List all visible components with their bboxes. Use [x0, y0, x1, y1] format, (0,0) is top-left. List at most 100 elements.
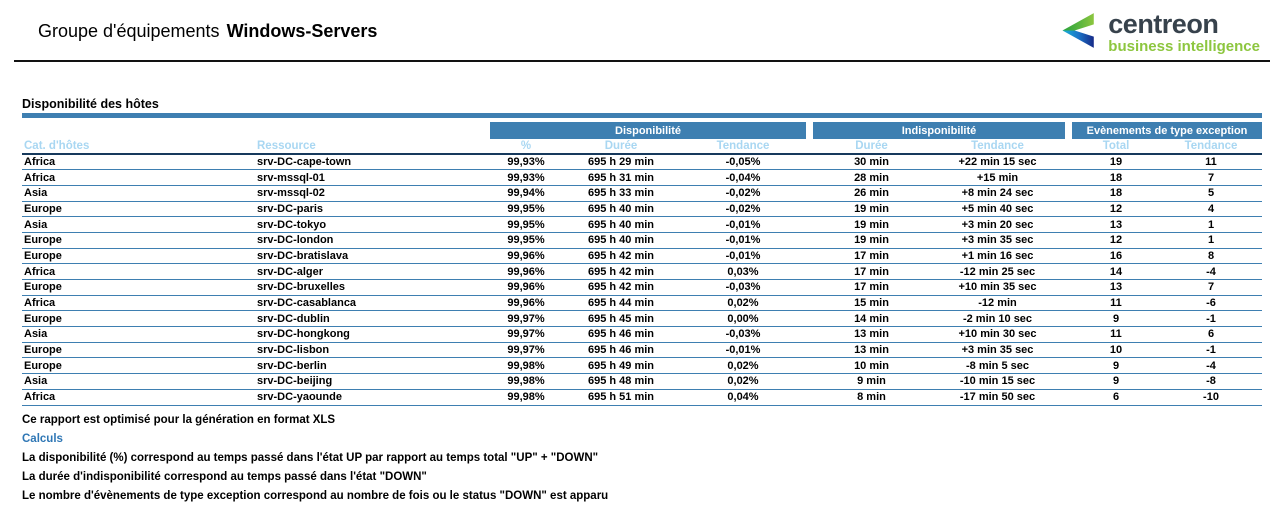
table-cell: -0,03%	[680, 326, 806, 343]
table-cell: -17 min 50 sec	[930, 389, 1065, 406]
table-row: Europe srv-DC-bruxelles 99,96% 695 h 42 min…	[22, 279, 1262, 296]
report-body: Disponibilité des hôtes Disponibilité In…	[0, 97, 1284, 506]
table-cell: -4	[1160, 263, 1262, 280]
table-cell: 695 h 46 min	[562, 326, 680, 343]
column-gap	[806, 326, 813, 343]
table-cell: Africa	[22, 389, 255, 406]
section-title: Disponibilité des hôtes	[22, 97, 159, 111]
table-row: Europe srv-DC-lisbon 99,97% 695 h 46 min -0,…	[22, 342, 1262, 359]
group-header-exception-events: Evènements de type exception	[1072, 122, 1262, 139]
table-cell: Africa	[22, 154, 255, 171]
table-cell: -10	[1160, 389, 1262, 406]
column-gap	[806, 310, 813, 328]
column-gap	[806, 389, 813, 406]
table-cell: 695 h 31 min	[562, 169, 680, 186]
table-cell: -0,01%	[680, 232, 806, 249]
table-cell: -0,01%	[680, 216, 806, 233]
table-cell: Asia	[22, 373, 255, 390]
report-footer: Ce rapport est optimisé pour la générati…	[22, 411, 1262, 506]
table-cell: -12 min	[930, 295, 1065, 312]
column-gap	[806, 357, 813, 375]
table-cell: 19 min	[813, 216, 930, 233]
table-cell: 99,97%	[490, 326, 562, 343]
table-cell: 13 min	[813, 342, 930, 359]
table-cell: 695 h 42 min	[562, 248, 680, 265]
column-header-host-category: Cat. d'hôtes	[22, 139, 255, 155]
table-cell: -0,02%	[680, 185, 806, 202]
column-gap	[1065, 373, 1072, 390]
table-cell: 11	[1160, 154, 1262, 171]
column-gap	[1065, 342, 1072, 359]
column-header-resource: Ressource	[255, 139, 490, 155]
table-cell: srv-DC-dublin	[255, 310, 490, 328]
table-cell: 12	[1072, 201, 1160, 218]
column-header-availability-percent: %	[490, 139, 562, 155]
table-cell: 13	[1072, 216, 1160, 233]
column-gap	[806, 139, 813, 155]
table-cell: 99,96%	[490, 248, 562, 265]
table-cell: Europe	[22, 279, 255, 296]
table-cell: 99,95%	[490, 216, 562, 233]
column-gap	[1065, 216, 1072, 233]
table-cell: 11	[1072, 326, 1160, 343]
table-cell: 1	[1160, 216, 1262, 233]
column-gap	[1065, 122, 1072, 139]
table-row: Africa srv-DC-yaounde 99,98% 695 h 51 min 0,…	[22, 389, 1262, 406]
table-cell: srv-DC-casablanca	[255, 295, 490, 312]
column-gap	[1065, 310, 1072, 328]
table-cell: 30 min	[813, 154, 930, 171]
table-cell: 695 h 44 min	[562, 295, 680, 312]
table-cell: 0,00%	[680, 310, 806, 328]
table-cell: 99,93%	[490, 154, 562, 171]
table-cell: 9	[1072, 357, 1160, 375]
table-cell: 11	[1072, 295, 1160, 312]
table-cell: 99,96%	[490, 263, 562, 280]
table-cell: +1 min 16 sec	[930, 248, 1065, 265]
table-cell: 28 min	[813, 169, 930, 186]
logo-brand-text: centreon	[1108, 9, 1219, 40]
footer-note-exception: Le nombre d'évènements de type exception…	[22, 489, 609, 502]
group-header-availability: Disponibilité	[490, 122, 806, 139]
table-cell: -2 min 10 sec	[930, 310, 1065, 328]
table-cell: 18	[1072, 169, 1160, 186]
table-cell: 695 h 45 min	[562, 310, 680, 328]
table-cell: 17 min	[813, 279, 930, 296]
host-availability-table: Disponibilité Indisponibilité Evènements…	[22, 122, 1262, 406]
table-cell: 12	[1072, 232, 1160, 249]
table-cell: 99,94%	[490, 185, 562, 202]
table-row: Asia srv-DC-hongkong 99,97% 695 h 46 min -0,…	[22, 326, 1262, 343]
column-gap	[806, 373, 813, 390]
table-row: Europe srv-DC-bratislava 99,96% 695 h 42 mi…	[22, 248, 1262, 265]
table-cell: 10	[1072, 342, 1160, 359]
column-gap	[1065, 263, 1072, 280]
table-cell: 695 h 51 min	[562, 389, 680, 406]
table-cell: Africa	[22, 295, 255, 312]
table-cell: 99,95%	[490, 232, 562, 249]
table-cell: 19	[1072, 154, 1160, 171]
table-cell: -0,05%	[680, 154, 806, 171]
group-header-unavailability: Indisponibilité	[813, 122, 1065, 139]
table-row: Asia srv-DC-tokyo 99,95% 695 h 40 min -0,01%…	[22, 216, 1262, 233]
table-cell: 695 h 40 min	[562, 216, 680, 233]
table-cell: -8 min 5 sec	[930, 357, 1065, 375]
table-cell: -0,03%	[680, 279, 806, 296]
table-cell: 13 min	[813, 326, 930, 343]
table-cell: srv-DC-hongkong	[255, 326, 490, 343]
table-cell: 18	[1072, 185, 1160, 202]
table-cell: -4	[1160, 357, 1262, 375]
column-gap	[1065, 232, 1072, 249]
column-gap	[806, 295, 813, 312]
table-cell: -1	[1160, 342, 1262, 359]
column-header-events-total: Total	[1072, 139, 1160, 155]
table-cell: Europe	[22, 342, 255, 359]
table-cell: srv-DC-alger	[255, 263, 490, 280]
table-cell: 695 h 42 min	[562, 263, 680, 280]
table-cell: Europe	[22, 232, 255, 249]
table-cell: Asia	[22, 185, 255, 202]
column-gap	[806, 232, 813, 249]
column-gap	[806, 342, 813, 359]
column-header-availability-trend: Tendance	[680, 139, 806, 155]
logo-tagline-text: business intelligence	[1108, 38, 1260, 56]
table-cell: srv-DC-yaounde	[255, 389, 490, 406]
